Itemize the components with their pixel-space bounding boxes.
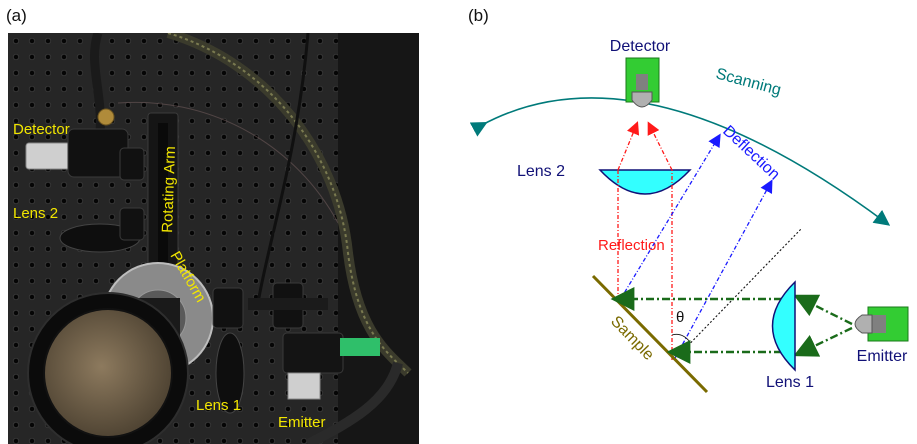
scanning-label: Scanning [714,65,783,99]
schematic-diagram: Scanning Detector Lens 2 Reflection Defl… [469,38,909,394]
theta-label: θ [676,309,684,326]
setup-photo: Detector Lens 2 Rotating Arm Platform Le… [8,33,419,444]
deflection-beam-lower [673,179,773,361]
reflection-label: Reflection [598,237,665,254]
sample-line [591,274,709,394]
detector-label: Detector [610,38,671,55]
photo-label-lens2: Lens 2 [13,205,58,222]
lens1-label: Lens 1 [766,374,814,391]
emitter-photo [282,332,344,374]
deflection-beam-upper [619,133,721,301]
photo-label-detector: Detector [13,121,70,138]
photo-label-rotating-arm: Rotating Arm [159,146,179,233]
lens1-icon [771,280,796,372]
lens2-label: Lens 2 [517,163,565,180]
deflection-label: Deflection [719,122,783,183]
normal-line [673,227,803,361]
panel-label-b: (b) [468,6,489,25]
emitter-label: Emitter [857,348,908,365]
photo-label-emitter: Emitter [278,414,326,431]
scanning-arc [469,97,891,226]
panel-label-a: (a) [6,6,27,25]
lens2-icon [598,169,692,195]
sample-label: Sample [607,313,657,364]
photo-label-lens1: Lens 1 [196,397,241,414]
lens1-photo [215,332,245,414]
